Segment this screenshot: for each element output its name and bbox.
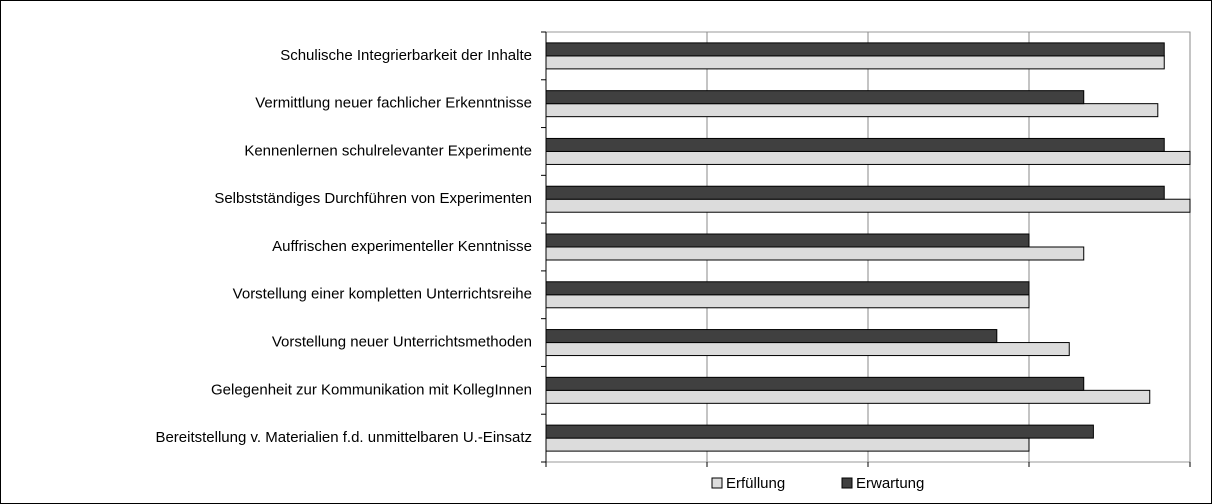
bar	[545, 55, 1165, 70]
y-tick-label: Vermittlung neuer fachlicher Erkenntniss…	[255, 95, 532, 112]
legend-label: Erfüllung	[726, 475, 785, 492]
bar	[545, 185, 1165, 200]
bar	[545, 246, 1085, 261]
y-tick-label: Auffrischen experimenteller Kenntnisse	[272, 238, 532, 255]
bar	[545, 437, 1030, 452]
bar	[545, 329, 998, 344]
legend-swatch	[841, 477, 853, 489]
y-tick-label: Vorstellung einer kompletten Unterrichts…	[233, 286, 532, 303]
y-tick-label: Kennenlernen schulrelevanter Experimente	[244, 142, 532, 159]
legend-swatch	[711, 477, 723, 489]
bar	[545, 103, 1159, 118]
bar	[545, 342, 1070, 357]
bar	[545, 137, 1165, 152]
bar	[545, 389, 1151, 404]
bar	[545, 150, 1191, 165]
y-tick-label: Schulische Integrierbarkeit der Inhalte	[280, 47, 532, 64]
y-tick-label: Bereitstellung v. Materialien f.d. unmit…	[155, 429, 532, 446]
bar	[545, 233, 1030, 248]
bar	[545, 294, 1030, 309]
legend-label: Erwartung	[856, 475, 924, 492]
bar	[545, 281, 1030, 296]
bar	[545, 424, 1094, 439]
bar	[545, 42, 1165, 57]
y-tick-label: Gelegenheit zur Kommunikation mit Kolleg…	[211, 381, 532, 398]
bar	[545, 376, 1085, 391]
y-tick-label: Vorstellung neuer Unterrichtsmethoden	[272, 334, 532, 351]
bar	[545, 198, 1191, 213]
bar	[545, 90, 1085, 105]
y-tick-label: Selbstständiges Durchführen von Experime…	[214, 190, 532, 207]
